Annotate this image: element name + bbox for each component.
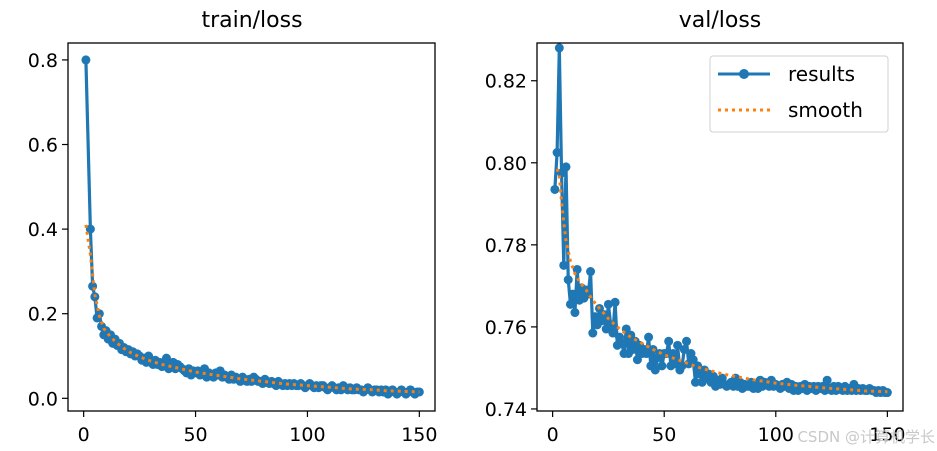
legend-smooth-label: smooth bbox=[788, 98, 863, 122]
val-loss-results-point bbox=[552, 148, 562, 158]
train-loss-ytick-label: 0.2 bbox=[28, 304, 58, 326]
val-loss-xtick-label: 50 bbox=[652, 424, 676, 446]
val-loss-results-point bbox=[588, 328, 598, 338]
train-loss-xtick-label: 50 bbox=[183, 424, 207, 446]
train-loss-results-line bbox=[84, 59, 420, 396]
val-loss-results-point bbox=[561, 162, 571, 172]
val-loss-xtick-label: 150 bbox=[869, 424, 905, 446]
val-loss-results-point bbox=[690, 377, 700, 387]
val-loss-xtick-label: 0 bbox=[547, 424, 559, 446]
val-loss-results-point bbox=[563, 275, 573, 285]
train-loss-ytick-label: 0.4 bbox=[28, 219, 58, 241]
val-loss-axes-frame bbox=[536, 42, 904, 412]
val-loss-panel: val/loss 0 50 100 150 0.74 0.76 0.78 0.80 0.82 r… bbox=[485, 8, 906, 446]
val-loss-ticks: 0 50 100 150 0.74 0.76 0.78 0.80 0.82 bbox=[485, 71, 906, 446]
val-loss-results-point bbox=[590, 312, 600, 322]
val-loss-ytick-label: 0.80 bbox=[485, 153, 527, 175]
train-loss-results-point bbox=[161, 353, 171, 363]
val-loss-results-point bbox=[628, 344, 638, 354]
val-loss-results-point bbox=[554, 43, 564, 53]
train-loss-title: train/loss bbox=[201, 8, 302, 33]
train-loss-plot-area bbox=[81, 55, 424, 399]
val-loss-results-point bbox=[617, 338, 627, 348]
legend-results-marker bbox=[739, 69, 749, 79]
legend-results-label: results bbox=[788, 62, 855, 86]
val-loss-results-point bbox=[570, 308, 580, 318]
val-loss-ytick-label: 0.78 bbox=[485, 235, 527, 257]
train-loss-ytick-label: 0.6 bbox=[28, 135, 58, 157]
val-loss-plot-area bbox=[550, 43, 892, 398]
val-loss-results-point bbox=[682, 336, 692, 346]
val-loss-results-point bbox=[608, 328, 618, 338]
val-loss-results-point bbox=[882, 388, 892, 398]
train-loss-ytick-label: 0.0 bbox=[28, 388, 58, 410]
val-loss-xtick-label: 100 bbox=[758, 424, 794, 446]
train-loss-axes-frame bbox=[67, 42, 436, 412]
train-loss-smooth-line bbox=[84, 224, 420, 394]
val-loss-results-point bbox=[550, 184, 560, 194]
val-loss-results-point bbox=[559, 260, 569, 270]
val-loss-ytick-label: 0.76 bbox=[485, 317, 527, 339]
val-loss-results-point bbox=[673, 340, 683, 350]
val-loss-ytick-label: 0.82 bbox=[485, 71, 527, 93]
train-loss-xtick-label: 150 bbox=[401, 424, 437, 446]
train-loss-ticks: 0 50 100 150 0.0 0.2 0.4 0.6 0.8 bbox=[28, 50, 438, 446]
val-loss-results-point bbox=[668, 349, 678, 359]
val-loss-results-point bbox=[586, 267, 596, 277]
val-loss-results-point bbox=[610, 297, 620, 307]
train-loss-panel: train/loss 0 50 100 150 0.0 0.2 0.4 0.6 0.8 bbox=[28, 8, 438, 446]
legend: results smooth bbox=[709, 55, 889, 133]
watermark: CSDN @计算机学长 bbox=[797, 428, 935, 446]
val-loss-title: val/loss bbox=[679, 8, 762, 33]
train-loss-results-point bbox=[81, 55, 91, 65]
train-loss-results-point bbox=[85, 224, 95, 234]
train-loss-xtick-label: 0 bbox=[78, 424, 90, 446]
val-loss-results-point bbox=[822, 375, 832, 385]
val-loss-results-point bbox=[664, 336, 674, 346]
val-loss-results-point bbox=[644, 332, 654, 342]
val-loss-results-point bbox=[572, 264, 582, 274]
train-loss-ytick-label: 0.8 bbox=[28, 50, 58, 72]
val-loss-ytick-label: 0.74 bbox=[485, 399, 527, 421]
val-loss-results-point bbox=[650, 365, 660, 375]
val-loss-results-point bbox=[679, 344, 689, 354]
val-loss-results-point bbox=[641, 349, 651, 359]
val-loss-smooth-line bbox=[555, 168, 888, 394]
val-loss-results-point bbox=[565, 299, 575, 309]
train-loss-xtick-label: 100 bbox=[289, 424, 325, 446]
val-loss-results-point bbox=[568, 289, 578, 299]
val-loss-results-point bbox=[657, 361, 667, 371]
train-loss-results-point bbox=[94, 309, 104, 319]
val-loss-results-point bbox=[661, 349, 671, 359]
